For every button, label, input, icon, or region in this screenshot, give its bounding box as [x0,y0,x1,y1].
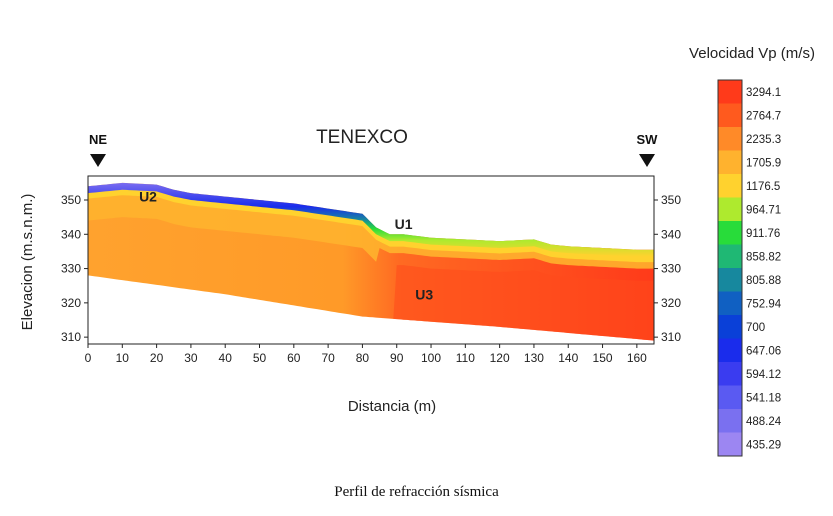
chart-title: TENEXCO [316,127,408,148]
x-tick-label: 130 [524,351,544,365]
colorbar-swatch [718,80,742,104]
colorbar-swatch [718,103,742,128]
layer-high-velocity [88,265,654,341]
y-tick-label: 330 [61,262,81,276]
colorbar-swatch [718,362,742,386]
colorbar-swatch [718,127,742,151]
y-tick-label-right: 320 [661,296,681,310]
unit-label: U2 [139,189,157,205]
y-tick-label: 310 [61,330,81,344]
colorbar-swatch [718,221,742,245]
y-tick-label: 350 [61,193,81,207]
colorbar-level-label: 647.06 [746,345,781,357]
colorbar-level-label: 911.76 [746,228,780,240]
x-axis: 0 10 20 30 40 50 60 70 80 90 100 110 120 130 140 150 160 [85,344,647,365]
colorbar-level-label: 594.12 [746,369,781,381]
y-tick-label: 340 [61,227,81,241]
x-axis-label: Distancia (m) [348,398,436,415]
colorbar-swatch [718,315,742,339]
colorbar-level-label: 1705.9 [746,157,781,169]
colorbar: 3294.1 2764.7 2235.3 1705.9 1176.5 964.71 911.… [717,79,782,457]
velocity-model-plot: U1 U2 U3 [88,182,654,341]
x-tick-label: 120 [490,351,510,365]
colorbar-level-label: 488.24 [746,416,782,428]
colorbar-swatch [718,338,742,363]
y-tick-label-right: 340 [661,227,681,241]
colorbar-level-label: 2764.7 [746,110,781,122]
x-tick-label: 70 [321,351,335,365]
unit-label: U3 [415,286,433,302]
colorbar-level-label: 805.88 [746,275,781,287]
colorbar-swatch [718,409,742,433]
x-tick-label: 10 [116,351,130,365]
colorbar-swatch [718,197,742,222]
colorbar-level-label: 2235.3 [746,134,781,146]
x-tick-label: 100 [421,351,441,365]
y-axis-label: Elevacion (m.s.n.m.) [19,194,36,331]
figure-caption: Perfil de refracción sísmica [334,484,499,500]
ne-marker-icon [90,154,106,167]
x-tick-label: 160 [627,351,647,365]
orientation-label-sw: SW [637,132,659,147]
colorbar-level-label: 1176.5 [746,181,780,193]
colorbar-swatch [718,150,742,175]
orientation-label-ne: NE [89,132,107,147]
model-layers [88,182,654,341]
x-tick-label: 150 [593,351,613,365]
sw-marker-icon [639,154,655,167]
colorbar-level-label: 541.18 [746,392,781,404]
y-axis-left: 310 320 330 340 350 [61,193,88,344]
colorbar-swatch [718,291,742,316]
colorbar-swatch [718,385,742,410]
y-axis-right: 310 320 330 340 350 [654,193,681,344]
x-tick-label: 80 [356,351,370,365]
x-tick-label: 50 [253,351,267,365]
x-tick-label: 20 [150,351,164,365]
layer-transition [88,189,654,263]
colorbar-swatch [718,432,742,457]
plot-frame [87,175,655,345]
y-tick-label-right: 350 [661,193,681,207]
unit-label: U1 [395,216,413,232]
colorbar-level-label: 752.94 [746,298,782,310]
colorbar-level-label: 858.82 [746,251,781,263]
colorbar-level-label: 3294.1 [746,87,781,99]
colorbar-swatch [718,174,742,198]
colorbar-swatch [718,268,742,292]
colorbar-title: Velocidad Vp (m/s) [689,45,815,62]
layer-u1 [88,182,654,257]
x-tick-label: 0 [85,351,92,365]
y-tick-label: 320 [61,296,81,310]
x-tick-label: 90 [390,351,404,365]
colorbar-swatch [718,244,742,269]
colorbar-level-label: 700 [746,322,765,334]
colorbar-frame [717,79,743,457]
y-tick-label-right: 330 [661,262,681,276]
x-tick-label: 40 [219,351,233,365]
x-tick-label: 110 [456,351,475,365]
y-tick-label-right: 310 [661,330,681,344]
colorbar-level-label: 964.71 [746,204,781,216]
x-tick-label: 30 [184,351,198,365]
x-tick-label: 140 [558,351,578,365]
x-tick-label: 60 [287,351,301,365]
colorbar-level-label: 435.29 [746,439,781,451]
